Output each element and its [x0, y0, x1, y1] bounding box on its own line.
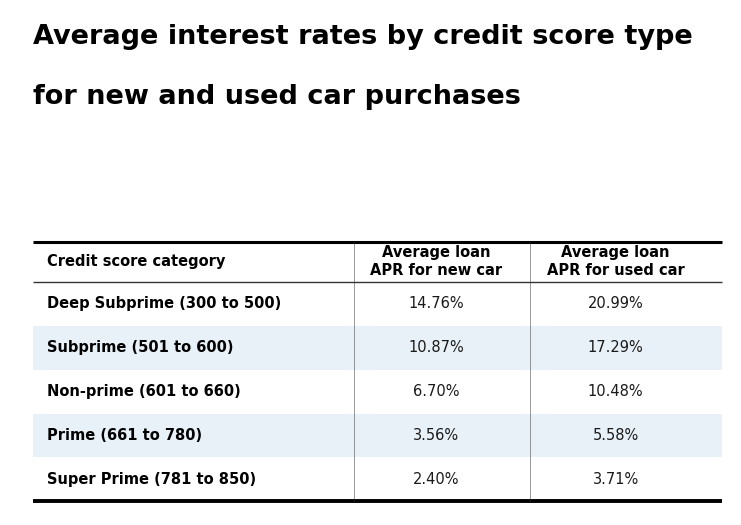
- Text: 5.58%: 5.58%: [593, 428, 639, 443]
- Text: Prime (661 to 780): Prime (661 to 780): [47, 428, 202, 443]
- Text: Average interest rates by credit score type: Average interest rates by credit score t…: [33, 24, 693, 50]
- Text: Deep Subprime (300 to 500): Deep Subprime (300 to 500): [47, 296, 282, 311]
- Text: 3.71%: 3.71%: [593, 472, 639, 487]
- Text: Credit score category: Credit score category: [47, 254, 225, 269]
- Text: 10.87%: 10.87%: [408, 340, 465, 355]
- Text: Subprime (501 to 600): Subprime (501 to 600): [47, 340, 233, 355]
- Text: 3.56%: 3.56%: [413, 428, 459, 443]
- Text: for new and used car purchases: for new and used car purchases: [33, 84, 521, 110]
- Text: 17.29%: 17.29%: [588, 340, 643, 355]
- Text: 6.70%: 6.70%: [413, 384, 459, 399]
- Text: 10.48%: 10.48%: [588, 384, 643, 399]
- Text: Super Prime (781 to 850): Super Prime (781 to 850): [47, 472, 256, 487]
- Text: 14.76%: 14.76%: [409, 296, 465, 311]
- Text: Average loan
APR for used car: Average loan APR for used car: [547, 246, 685, 278]
- Text: Non-prime (601 to 660): Non-prime (601 to 660): [47, 384, 241, 399]
- Text: 2.40%: 2.40%: [413, 472, 459, 487]
- Text: Average loan
APR for new car: Average loan APR for new car: [370, 246, 502, 278]
- Text: 20.99%: 20.99%: [588, 296, 643, 311]
